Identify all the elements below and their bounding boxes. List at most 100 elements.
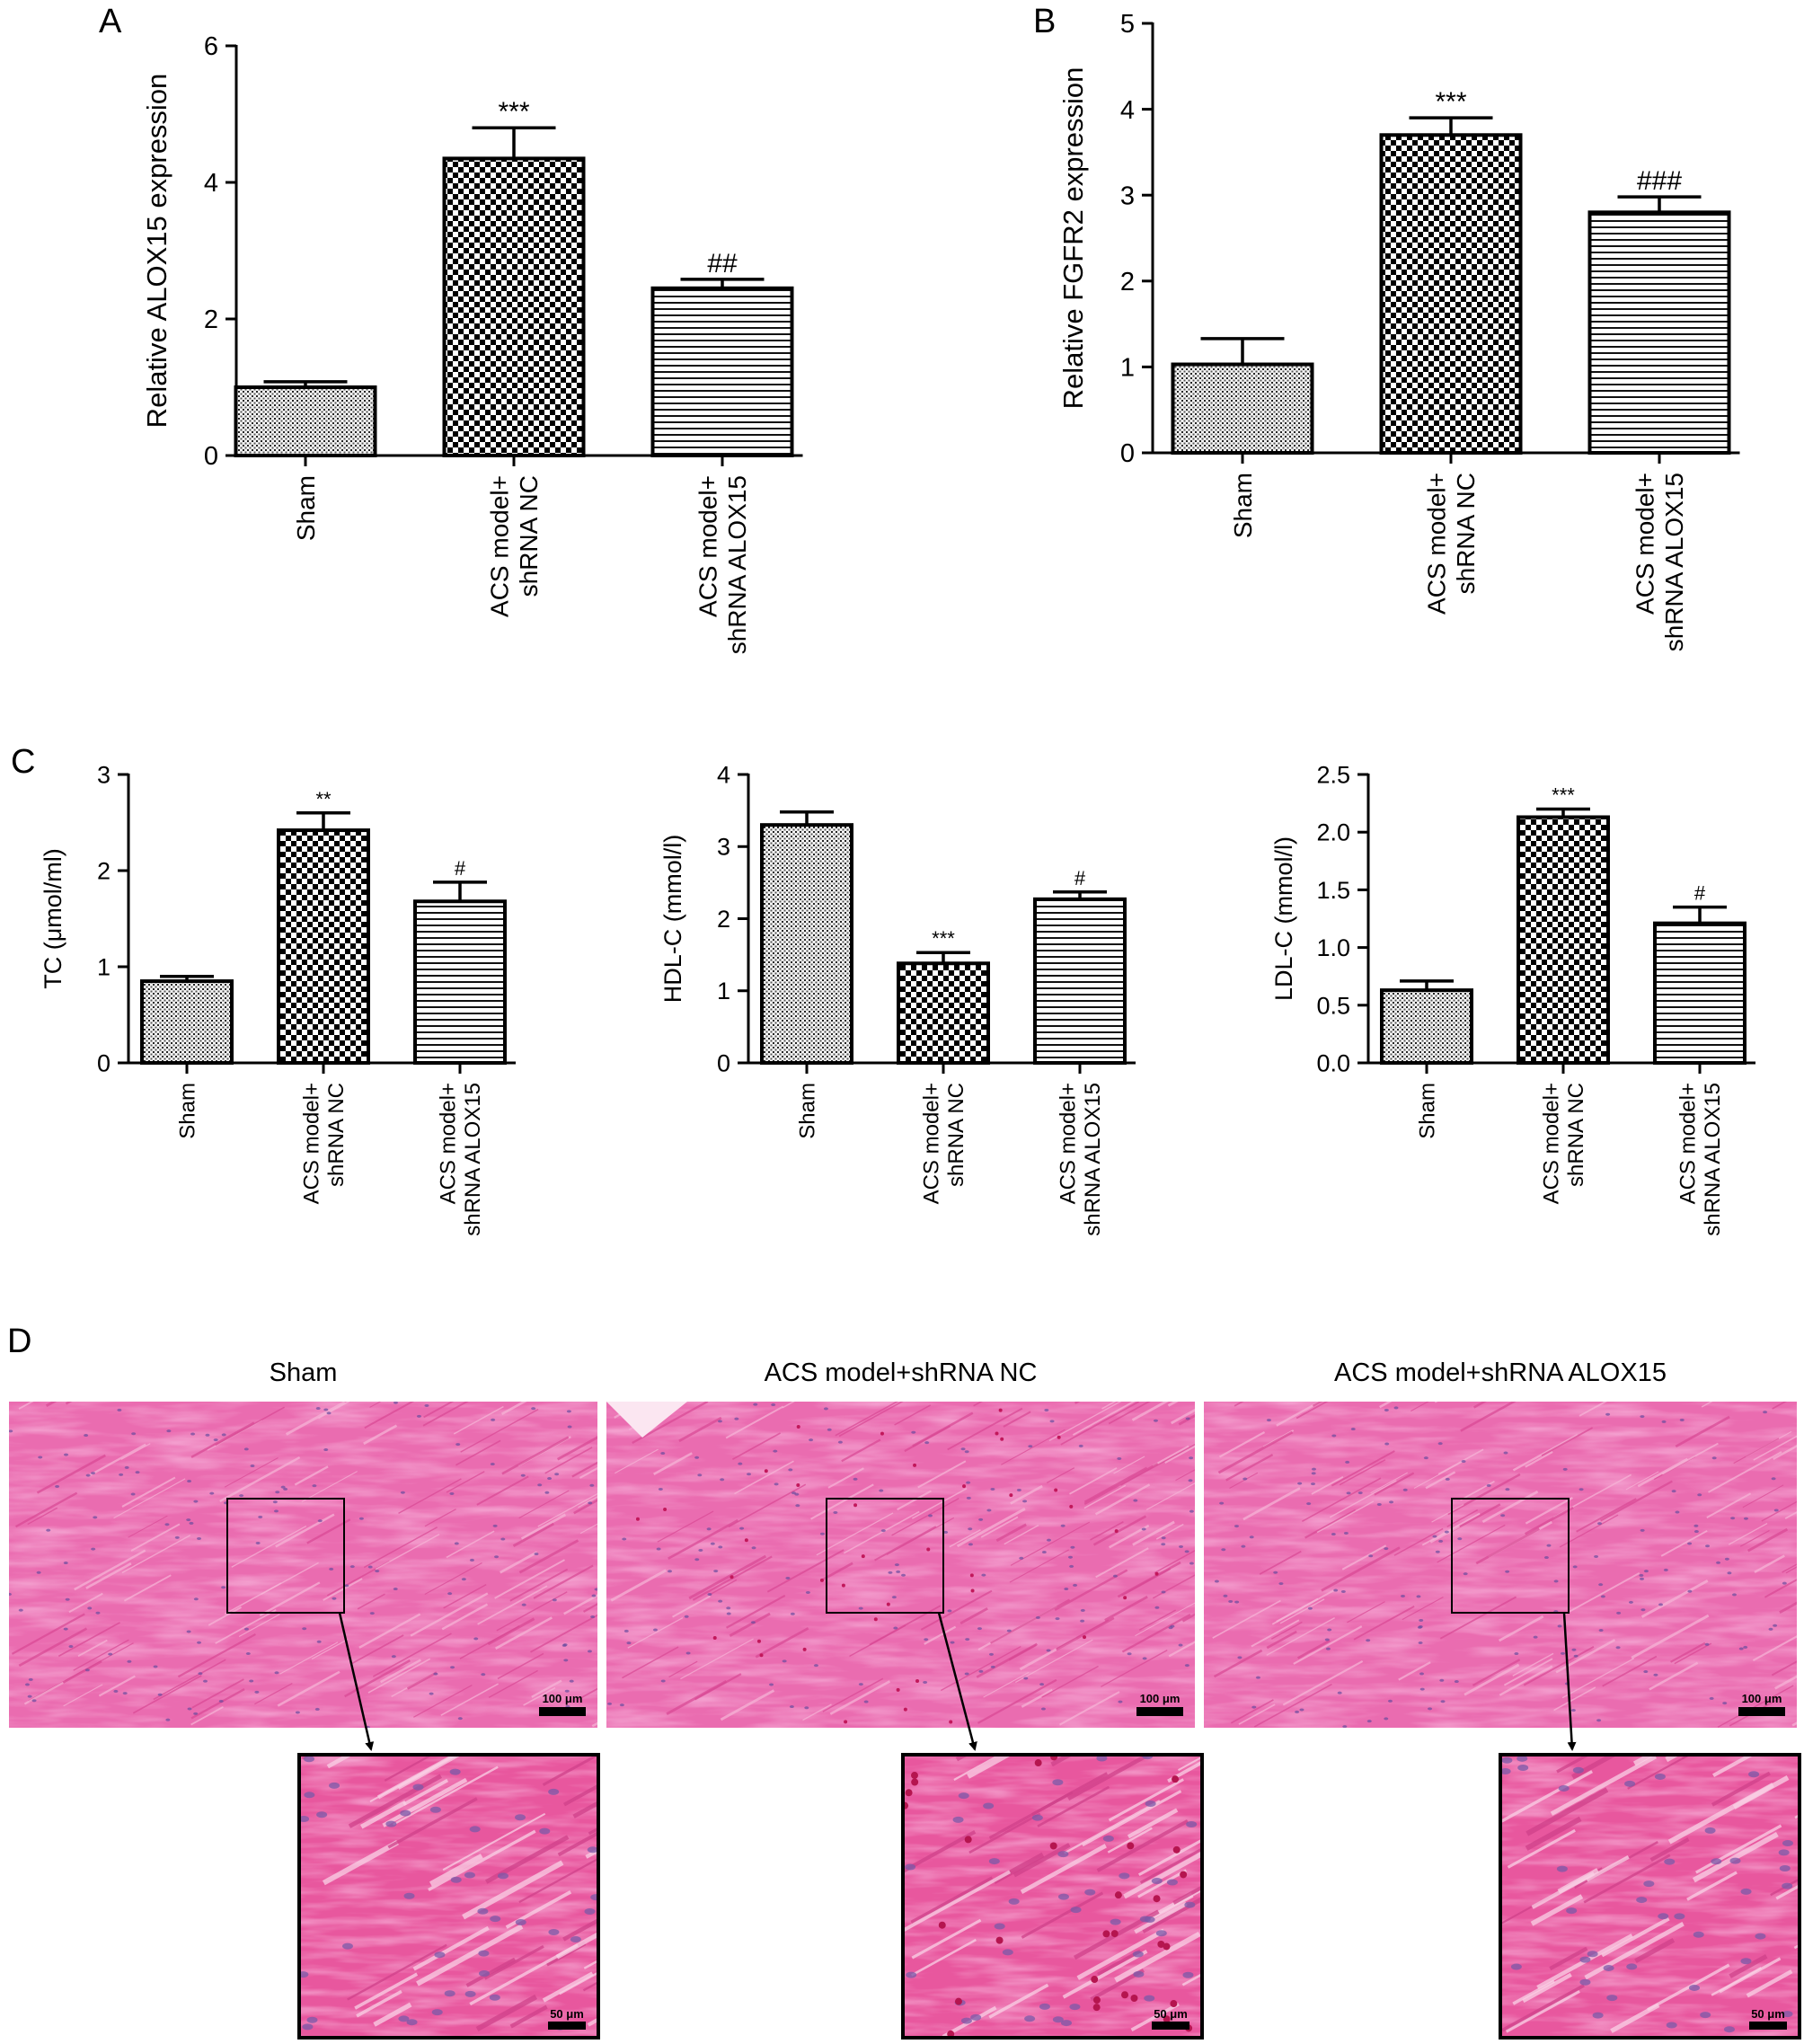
histology-image (1204, 1402, 1797, 1728)
scale-bar-label: 50 μm (1154, 2007, 1188, 2021)
scale-bar-label: 100 μm (1742, 1692, 1782, 1705)
x-tick-label: ACS model+ shRNA ALOX15 (1632, 473, 1688, 651)
histology-column-3: ACS model+shRNA ALOX15 100 μm 50 μm (1204, 1358, 1801, 2040)
zoom-frame (297, 1753, 600, 2040)
zoom-region-box (226, 1498, 345, 1614)
x-tick-label-line: ACS model+ (486, 475, 514, 617)
x-tick-label: ACS model+ shRNA NC (1540, 1083, 1589, 1204)
x-tick-label: Sham (1415, 1083, 1439, 1139)
x-tick-label-line: Sham (1415, 1083, 1439, 1139)
y-axis-label: Relative FGFR2 expression (1057, 67, 1089, 410)
x-tick-label: ACS model+ shRNA NC (300, 1083, 349, 1204)
x-tick-label-line: ACS model+ (1632, 473, 1659, 615)
y-tick-label: 1 (1120, 354, 1135, 383)
y-tick-label: 4 (1120, 96, 1135, 125)
y-tick-label: 1.5 (1316, 877, 1350, 904)
bar (897, 961, 990, 1066)
y-tick-label: 3 (717, 834, 730, 861)
x-tick-label: ACS model+ shRNA ALOX15 (694, 475, 751, 654)
x-tick-label-line: ACS model+ (694, 475, 722, 617)
bar-charts: 0 2 4 6 Relative ALOX15 expression Sham *** ACS… (40, 10, 1755, 1236)
x-tick-label-line: Sham (175, 1083, 199, 1139)
x-tick-label-line: ACS model+ (1540, 1083, 1564, 1204)
histology-title: ACS model+shRNA ALOX15 (1334, 1358, 1667, 1387)
significance-label: *** (1552, 784, 1575, 807)
panel-label-c: C (11, 743, 35, 781)
scale-bar (1136, 1707, 1183, 1716)
x-tick-label-line: ACS model+ (1676, 1083, 1701, 1204)
significance-label: # (1074, 867, 1086, 889)
chart-1: 0 2 4 6 Relative ALOX15 expression Sham *** ACS… (141, 32, 803, 654)
histology-zoom-image (903, 1755, 1202, 2038)
x-tick-label-line: shRNA ALOX15 (723, 475, 751, 654)
significance-label: ** (315, 788, 332, 810)
bar (442, 156, 586, 457)
x-tick-label: ACS model+ shRNA ALOX15 (437, 1083, 486, 1236)
bar (277, 828, 370, 1065)
histology-zoom-image (299, 1755, 598, 2038)
scale-bar-label: 50 μm (550, 2007, 584, 2021)
x-tick-label: Sham (175, 1083, 199, 1139)
zoom-arrow (937, 1612, 977, 1751)
y-tick-label: 3 (97, 761, 111, 788)
bar (1379, 133, 1523, 455)
scale-bar-label: 100 μm (543, 1692, 583, 1705)
significance-label: # (455, 857, 466, 880)
zoom-region-box (1451, 1498, 1570, 1614)
bar (1517, 815, 1610, 1065)
significance-label: *** (1435, 87, 1466, 117)
y-tick-label: 4 (717, 761, 730, 788)
y-tick-label: 6 (204, 32, 218, 61)
histology-image (9, 1402, 597, 1728)
histology-zoom-image (1500, 1755, 1800, 2038)
scale-bar (548, 2022, 586, 2030)
histology-title: Sham (270, 1358, 338, 1387)
x-tick-label-line: ACS model+ (920, 1083, 944, 1204)
x-tick-label-line: shRNA ALOX15 (1081, 1083, 1105, 1236)
y-tick-label: 0 (204, 442, 218, 471)
y-tick-label: 0.5 (1316, 992, 1350, 1019)
zoom-arrow (338, 1612, 375, 1751)
bar (234, 385, 377, 457)
scale-bar (539, 1707, 586, 1716)
scale-bar (1738, 1707, 1785, 1716)
x-tick-label-line: ACS model+ (437, 1083, 461, 1204)
significance-label: ### (1637, 166, 1682, 196)
histology-panel: Sham 100 μm 50 μm ACS model+shRNA NC 100 μm 5… (9, 1358, 1801, 2040)
significance-label: ## (707, 249, 738, 279)
y-tick-label: 2 (204, 305, 218, 334)
y-tick-label: 1 (97, 953, 111, 980)
panel-label-b: B (1033, 3, 1056, 40)
chart-5: 0.0 0.5 1.0 1.5 2.0 2.5 LDL-C (mmol/l) Sham *** A… (1270, 761, 1755, 1236)
x-tick-label-line: Sham (795, 1083, 819, 1139)
y-tick-label: 2.0 (1316, 819, 1350, 846)
bar (413, 899, 507, 1065)
x-tick-label-line: shRNA NC (324, 1083, 349, 1187)
bar (1033, 897, 1127, 1066)
y-axis-label: LDL-C (mmol/l) (1270, 836, 1297, 1001)
bar (760, 823, 853, 1065)
x-tick-label: Sham (292, 475, 320, 541)
x-tick-label-line: shRNA ALOX15 (1701, 1083, 1725, 1236)
x-tick-label: ACS model+ shRNA NC (920, 1083, 969, 1204)
x-tick-label-line: Sham (292, 475, 320, 541)
y-tick-label: 5 (1120, 10, 1135, 39)
y-axis-label: Relative ALOX15 expression (141, 74, 172, 429)
zoom-region-box (826, 1498, 944, 1614)
y-tick-label: 3 (1120, 181, 1135, 210)
x-tick-label: ACS model+ shRNA NC (486, 475, 543, 617)
y-tick-label: 2 (1120, 268, 1135, 296)
x-tick-label-line: shRNA ALOX15 (1660, 473, 1688, 651)
y-tick-label: 2 (717, 906, 730, 933)
bar (1171, 362, 1314, 456)
x-tick-label-line: ACS model+ (1057, 1083, 1081, 1204)
y-axis-label: HDL-C (mmol/l) (659, 835, 686, 1003)
zoom-arrow (1562, 1612, 1577, 1751)
scale-bar-label: 100 μm (1140, 1692, 1181, 1705)
y-tick-label: 0 (1120, 439, 1135, 468)
y-tick-label: 1 (717, 978, 730, 1004)
x-tick-label-line: ACS model+ (1423, 473, 1451, 615)
